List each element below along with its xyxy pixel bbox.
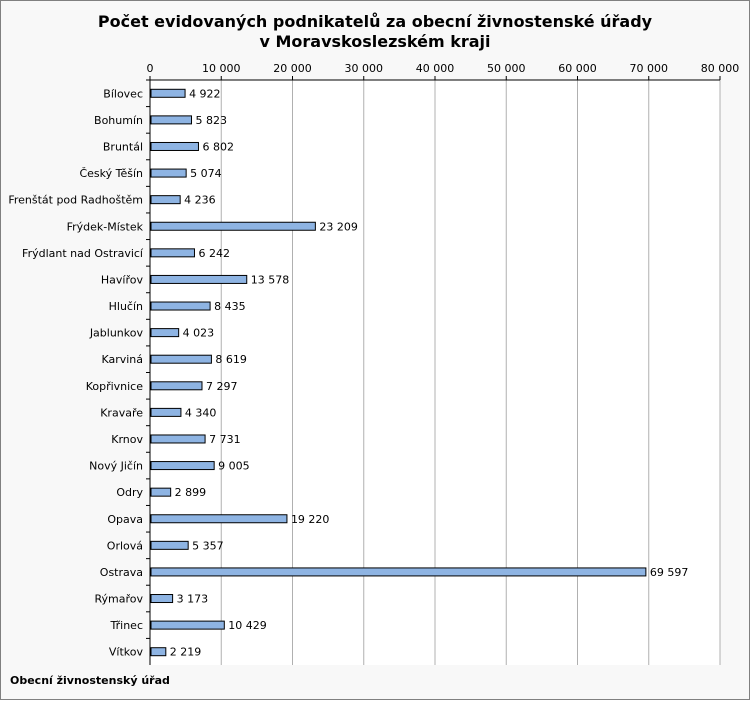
- x-tick-label: 40 000: [416, 62, 455, 75]
- category-label: Havířov: [101, 273, 144, 286]
- value-label: 3 173: [177, 593, 209, 606]
- value-label: 4 023: [183, 327, 215, 340]
- category-label: Ostrava: [100, 566, 143, 579]
- value-label: 7 297: [206, 380, 238, 393]
- chart-title-line1: Počet evidovaných podnikatelů za obecní …: [97, 12, 653, 31]
- bar: [150, 168, 187, 178]
- value-label: 4 340: [185, 406, 217, 419]
- bar: [150, 487, 172, 497]
- category-label: Frýdek-Místek: [67, 220, 144, 233]
- value-label: 13 578: [251, 273, 290, 286]
- value-label: 23 209: [319, 220, 358, 233]
- bar: [150, 274, 248, 284]
- bar: [150, 221, 316, 231]
- value-label: 6 802: [202, 140, 234, 153]
- x-tick-label: 0: [147, 62, 154, 75]
- category-label: Nový Jičín: [89, 460, 143, 473]
- category-label: Hlučín: [109, 300, 143, 313]
- value-label: 4 922: [189, 87, 221, 100]
- category-label: Bruntál: [103, 140, 143, 153]
- x-tick-label: 80 000: [701, 62, 740, 75]
- value-label: 5 074: [190, 167, 222, 180]
- chart-title: Počet evidovaných podnikatelů za obecní …: [0, 12, 750, 52]
- category-label: Kravaře: [100, 406, 143, 419]
- bar: [150, 381, 203, 391]
- bar: [150, 195, 181, 205]
- value-label: 8 435: [214, 300, 246, 313]
- bar: [150, 594, 174, 604]
- bar: [150, 141, 199, 151]
- value-label: 7 731: [209, 433, 241, 446]
- category-label: Karviná: [101, 353, 143, 366]
- bar: [150, 514, 288, 524]
- category-label: Rýmařov: [94, 593, 143, 606]
- category-label: Krnov: [111, 433, 143, 446]
- x-tick-label: 50 000: [487, 62, 526, 75]
- value-label: 9 005: [218, 460, 250, 473]
- value-label: 6 242: [198, 247, 230, 260]
- x-tick-label: 60 000: [558, 62, 597, 75]
- bar: [150, 248, 195, 258]
- category-label: Frenštát pod Radhoštěm: [8, 194, 143, 207]
- value-label: 10 429: [228, 619, 267, 632]
- category-label: Bílovec: [103, 87, 143, 100]
- x-tick-label: 10 000: [202, 62, 241, 75]
- value-label: 2 219: [170, 646, 202, 659]
- value-label: 69 597: [650, 566, 689, 579]
- category-label: Jablunkov: [89, 327, 144, 340]
- x-tick-label: 30 000: [345, 62, 384, 75]
- category-label: Opava: [107, 513, 143, 526]
- bar: [150, 647, 167, 657]
- bar: [150, 88, 186, 98]
- x-tick-label: 70 000: [630, 62, 669, 75]
- bar: [150, 407, 182, 417]
- category-label: Kopřivnice: [86, 380, 144, 393]
- chart-title-line2: v Moravskoslezském kraji: [259, 32, 491, 51]
- bar: [150, 620, 225, 630]
- category-axis-title: Obecní živnostenský úřad: [10, 674, 170, 687]
- bar: [150, 301, 211, 311]
- value-label: 5 357: [192, 539, 224, 552]
- bar: [150, 567, 647, 577]
- category-label: Bohumín: [94, 114, 143, 127]
- value-label: 19 220: [291, 513, 330, 526]
- value-label: 4 236: [184, 194, 216, 207]
- category-label: Vítkov: [109, 646, 144, 659]
- bar: [150, 115, 192, 125]
- value-label: 5 823: [195, 114, 227, 127]
- value-label: 8 619: [215, 353, 247, 366]
- bar: [150, 434, 206, 444]
- category-label: Odry: [116, 486, 143, 499]
- category-label: Orlová: [107, 539, 143, 552]
- bar: [150, 540, 189, 550]
- bar: [150, 354, 212, 364]
- category-label: Frýdlant nad Ostravicí: [22, 247, 144, 260]
- bar: [150, 461, 215, 471]
- x-tick-label: 20 000: [273, 62, 312, 75]
- bar: [150, 328, 180, 338]
- value-label: 2 899: [175, 486, 207, 499]
- category-label: Třinec: [110, 619, 143, 632]
- category-label: Český Těšín: [79, 167, 143, 180]
